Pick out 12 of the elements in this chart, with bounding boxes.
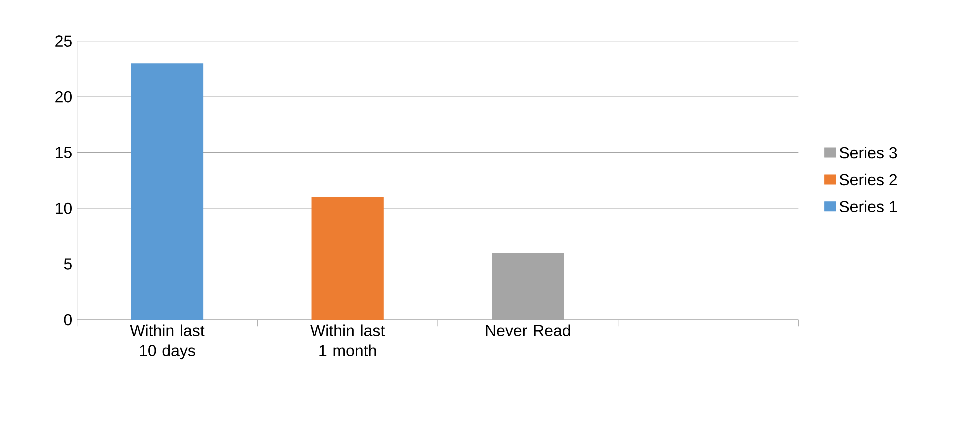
y-tick-label: 25 bbox=[56, 36, 72, 48]
legend-label: Series 1 bbox=[840, 200, 898, 213]
x-tick-label: Within last 10 days bbox=[130, 324, 205, 360]
y-tick-label: 20 bbox=[56, 92, 72, 103]
y-tick-label: 15 bbox=[56, 147, 72, 159]
y-tick-label: 10 bbox=[56, 203, 72, 214]
y-tick-label: 5 bbox=[64, 258, 72, 270]
legend-label: Series 3 bbox=[840, 147, 898, 159]
y-tick-label: 0 bbox=[64, 314, 72, 326]
x-tick-label: Within last 1 month bbox=[310, 324, 386, 357]
x-tick-label: Never Read bbox=[486, 324, 570, 337]
legend-label: Series 2 bbox=[840, 174, 898, 186]
